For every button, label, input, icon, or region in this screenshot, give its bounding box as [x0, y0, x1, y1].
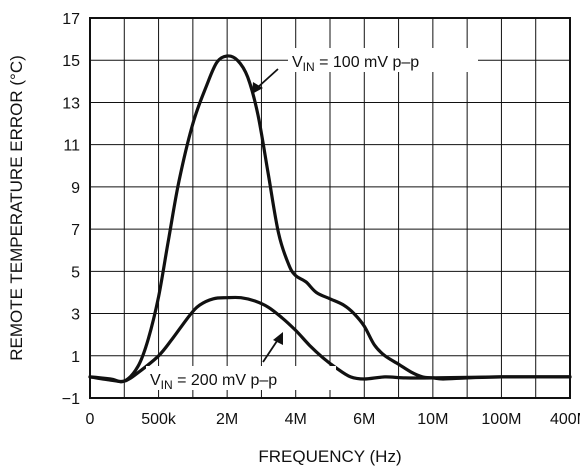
x-tick-label: 100M — [481, 411, 521, 428]
x-tick-label: 0 — [86, 411, 95, 428]
annotation-arrow-100mv — [256, 68, 279, 89]
x-tick-label: 400M — [550, 411, 580, 428]
series-line-200mv — [88, 295, 572, 384]
annotation-arrow-200mv — [262, 337, 280, 363]
y-tick-label: 5 — [71, 264, 80, 281]
annotation-label-100mv: VIN = 100 mV p–p — [292, 54, 419, 74]
annotation-box-100mv — [288, 48, 478, 72]
annotations: VIN = 100 mV p–p VIN = 200 mV p–p — [146, 48, 478, 392]
arrow-head-icon — [273, 332, 283, 345]
series-lines — [88, 54, 572, 384]
plot-frame — [89, 17, 571, 399]
y-tick-label: 1 — [71, 349, 80, 366]
x-axis-label: FREQUENCY (Hz) — [258, 447, 401, 466]
y-tick-label: 9 — [71, 180, 80, 197]
x-tick-label: 2M — [216, 411, 238, 428]
y-tick-label: 11 — [63, 138, 80, 155]
y-tick-label: 15 — [62, 53, 80, 70]
y-axis-label: REMOTE TEMPERATURE ERROR (°C) — [7, 55, 26, 361]
grid — [90, 17, 570, 399]
arrow-head-icon — [252, 82, 263, 94]
y-tick-label: 3 — [71, 307, 80, 324]
series-line-100mv — [88, 54, 572, 384]
y-tick-label: −1 — [62, 391, 80, 408]
y-tick-label: 7 — [71, 222, 80, 239]
x-tick-label: 10M — [417, 411, 448, 428]
x-tick-label: 6M — [353, 411, 375, 428]
x-tick-label: 4M — [285, 411, 307, 428]
y-tick-label: 13 — [62, 95, 80, 112]
x-tick-label: 500k — [141, 411, 177, 428]
annotation-box-200mv — [146, 366, 336, 390]
y-tick-label: 17 — [62, 11, 80, 28]
annotation-label-200mv: VIN = 200 mV p–p — [150, 372, 277, 392]
